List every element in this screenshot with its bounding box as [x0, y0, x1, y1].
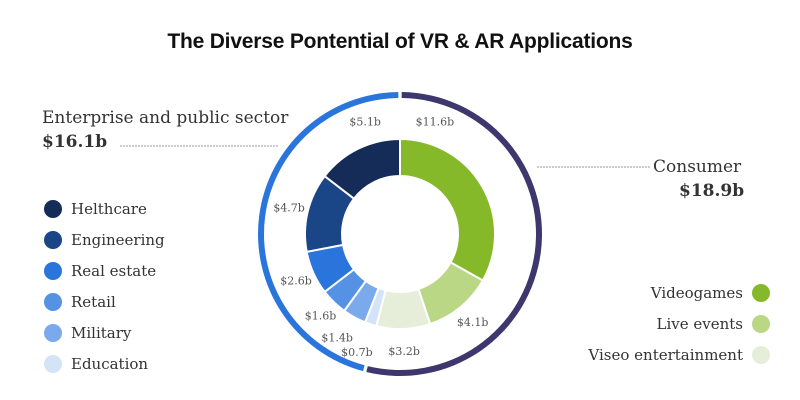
- legend-item-military: Military: [44, 317, 165, 348]
- legend-label: Military: [71, 323, 132, 342]
- value-label-helthcare: $5.1b: [349, 115, 381, 128]
- legend-swatch: [752, 345, 770, 364]
- legend-label: Helthcare: [71, 199, 147, 218]
- segment-arcs: [304, 137, 496, 330]
- legend-label: Engineering: [71, 230, 165, 249]
- segment-helthcare: [323, 137, 401, 201]
- legend-swatch: [752, 314, 770, 333]
- group-ring-arc-consumer: [366, 92, 542, 376]
- value-label-real-estate: $2.6b: [280, 275, 312, 288]
- legend-swatch: [44, 199, 62, 218]
- legend-swatch: [752, 283, 770, 302]
- segment-labels: $11.6b $4.1b $3.2b $0.7b $1.4b $1.6b $2.6b $4.7…: [273, 115, 488, 359]
- legend-item-videogames: Videogames: [588, 277, 770, 308]
- consumer-group-label: Consumer: [653, 157, 742, 177]
- value-label-viseo-entertainment: $3.2b: [388, 345, 420, 358]
- legend-label: Live events: [656, 314, 744, 333]
- legend-swatch: [44, 230, 62, 249]
- legend-item-retail: Retail: [44, 286, 165, 317]
- legend-label: Viseo entertainment: [588, 345, 743, 364]
- value-label-retail: $1.6b: [305, 310, 337, 323]
- value-label-engineering: $4.7b: [273, 202, 305, 215]
- legend-item-education: Education: [44, 348, 165, 379]
- legend-item-helthcare: Helthcare: [44, 193, 165, 224]
- legend-swatch: [44, 292, 62, 311]
- value-label-education: $0.7b: [341, 346, 373, 359]
- legend-label: Education: [71, 354, 149, 373]
- enterprise-group-total: $16.1b: [42, 132, 108, 152]
- legend-label: Real estate: [71, 261, 157, 280]
- legend-swatch: [44, 261, 62, 280]
- legend-item-live-events: Live events: [588, 308, 770, 339]
- legend-label: Videogames: [650, 283, 743, 302]
- enterprise-group-label: Enterprise and public sector: [42, 108, 289, 128]
- consumer-group-total: $18.9b: [679, 181, 745, 201]
- group-ring: [257, 92, 542, 376]
- legend-item-engineering: Engineering: [44, 224, 165, 255]
- legend-swatch: [44, 354, 62, 373]
- value-label-live-events: $4.1b: [457, 316, 489, 329]
- segment-videogames: [399, 137, 496, 282]
- consumer-legend: Videogames Live events Viseo entertainme…: [588, 277, 770, 370]
- legend-item-real-estate: Real estate: [44, 255, 165, 286]
- chart-title: The Diverse Pontential of VR & AR Applic…: [167, 30, 633, 53]
- enterprise-legend: Helthcare Engineering Real estate Retail…: [44, 193, 165, 379]
- value-label-videogames: $11.6b: [416, 115, 455, 128]
- legend-item-video-entertainment: Viseo entertainment: [588, 339, 770, 370]
- legend-label: Retail: [71, 292, 116, 311]
- legend-swatch: [44, 323, 62, 342]
- value-label-military: $1.4b: [321, 331, 353, 344]
